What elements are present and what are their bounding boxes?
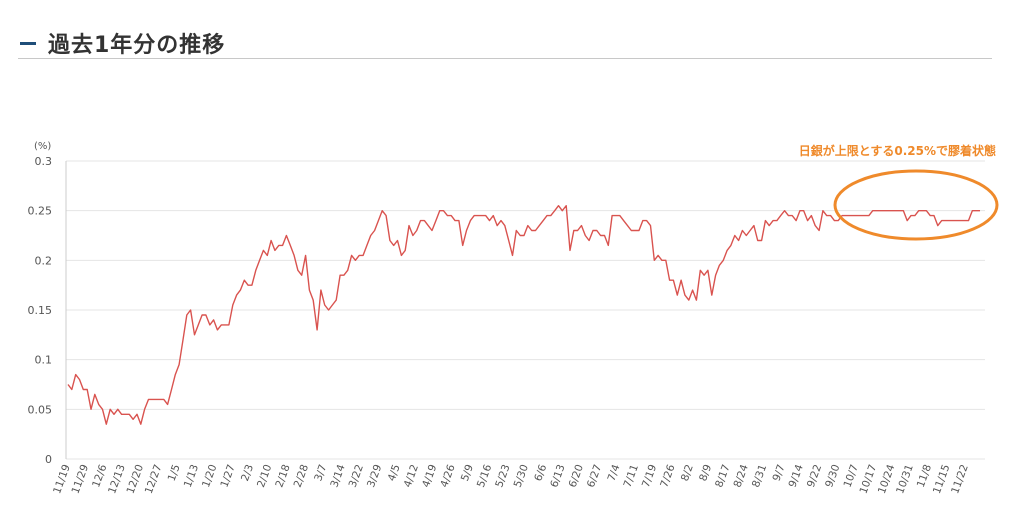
x-tick-label: 3/22: [347, 463, 366, 489]
x-tick-label: 6/20: [567, 463, 586, 489]
x-tick-label: 10/31: [894, 463, 916, 496]
x-tick-label: 6/27: [585, 463, 604, 489]
x-tick-label: 4/26: [438, 463, 457, 490]
y-tick-label: 0.1: [35, 354, 53, 367]
x-tick-label: 11/22: [949, 463, 971, 496]
y-tick-label: 0: [45, 453, 52, 466]
x-tick-label: 8/24: [732, 463, 751, 490]
x-tick-label: 10/7: [842, 463, 861, 489]
x-tick-label: 3/29: [365, 463, 384, 489]
x-tick-label: 1/27: [218, 463, 237, 489]
x-tick-label: 3/7: [312, 463, 329, 483]
y-tick-label: 0.05: [28, 403, 53, 416]
x-tick-label: 8/31: [750, 463, 769, 489]
x-tick-label: 9/30: [823, 463, 842, 489]
page-title: 過去1年分の推移: [48, 33, 226, 58]
annotation-label: 日銀が上限とする0.25%で膠着状態: [799, 143, 996, 158]
x-tick-label: 12/6: [90, 463, 109, 490]
x-tick-label: 1/5: [166, 463, 183, 483]
x-tick-label: 6/6: [532, 463, 549, 483]
x-tick-label: 9/22: [805, 463, 824, 489]
y-tick-label: 0.15: [28, 304, 53, 317]
annotation-ellipse: [833, 169, 999, 241]
y-axis-unit: (%): [34, 141, 51, 152]
x-tick-label: 7/11: [622, 463, 641, 489]
x-tick-label: 4/12: [402, 463, 421, 489]
x-tick-label: 12/27: [143, 463, 165, 496]
x-tick-label: 7/26: [658, 463, 677, 490]
x-tick-label: 3/14: [328, 463, 347, 490]
x-tick-label: 1/20: [200, 463, 219, 489]
x-tick-label: 11/29: [70, 463, 92, 496]
section-header: 過去1年分の推移: [18, 12, 992, 59]
x-tick-label: 7/19: [640, 463, 659, 489]
x-tick-label: 7/4: [606, 463, 623, 483]
x-tick-label: 4/5: [386, 463, 403, 483]
y-tick-label: 0.25: [28, 205, 53, 218]
x-tick-label: 2/10: [255, 463, 274, 489]
x-tick-label: 4/19: [420, 463, 439, 489]
series-line: [67, 204, 980, 425]
y-tick-label: 0.2: [35, 254, 53, 267]
x-tick-label: 2/18: [273, 463, 292, 489]
y-tick-label: 0.3: [35, 155, 53, 168]
x-tick-label: 5/23: [493, 463, 512, 489]
x-tick-label: 8/2: [679, 463, 696, 483]
x-tick-label: 9/7: [770, 463, 787, 483]
x-tick-label: 8/17: [713, 463, 732, 489]
x-tick-label: 6/13: [548, 463, 567, 489]
x-tick-label: 2/3: [239, 463, 256, 483]
title-dash-icon: [20, 42, 36, 45]
x-tick-label: 5/30: [512, 463, 531, 489]
x-tick-label: 5/16: [475, 463, 494, 490]
x-tick-label: 11/8: [915, 463, 934, 489]
x-tick-label: 5/9: [459, 463, 476, 483]
x-tick-label: 8/9: [697, 463, 714, 483]
x-tick-label: 9/14: [787, 463, 806, 490]
x-tick-label: 2/28: [292, 463, 311, 489]
x-tick-label: 1/13: [182, 463, 201, 489]
